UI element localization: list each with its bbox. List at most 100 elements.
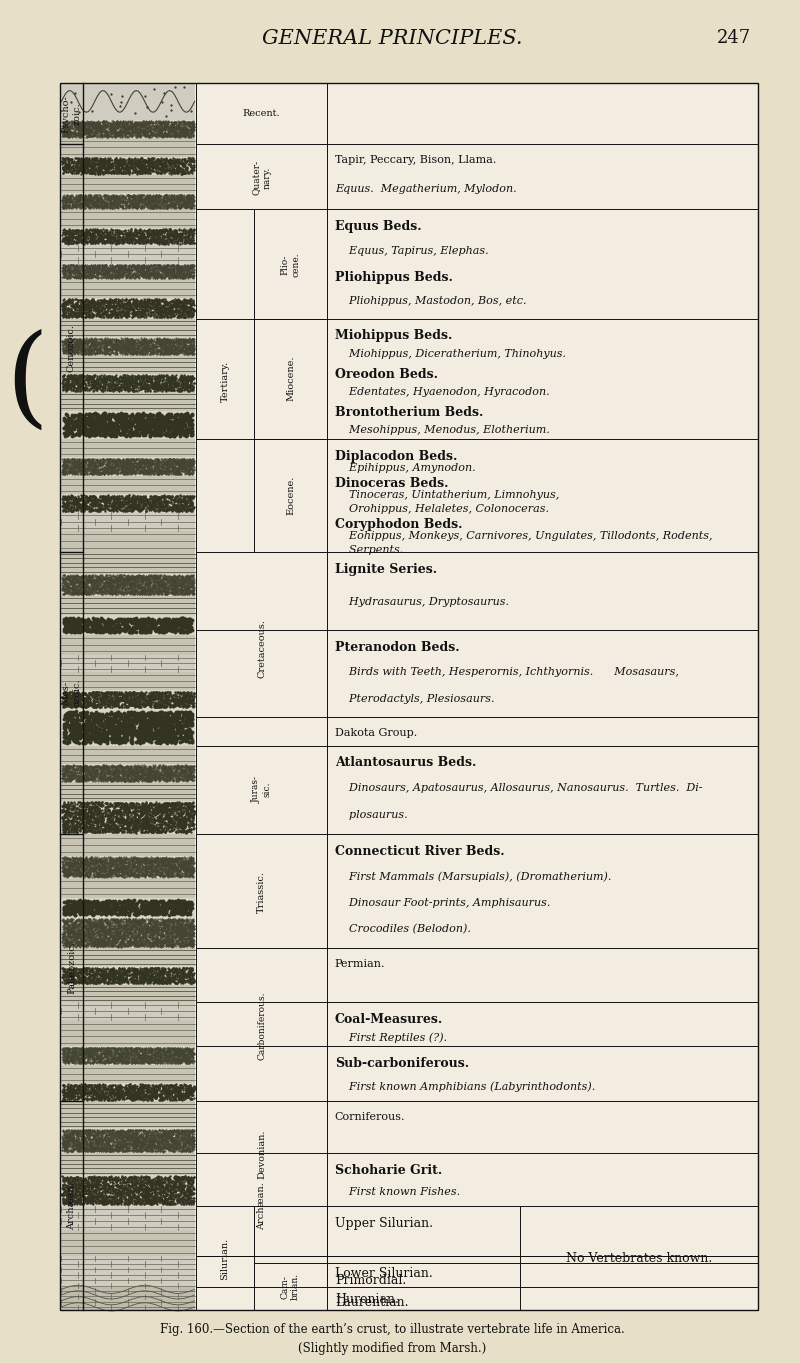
Point xyxy=(75,1037,88,1059)
Point xyxy=(74,414,87,436)
Point xyxy=(150,909,162,931)
Point xyxy=(174,690,186,711)
Point xyxy=(160,328,173,350)
Point xyxy=(181,799,194,821)
Point xyxy=(71,264,84,286)
Point xyxy=(149,258,162,279)
Point xyxy=(57,923,70,945)
Point xyxy=(95,1050,108,1071)
Point xyxy=(104,289,117,311)
Point xyxy=(138,901,151,923)
Point xyxy=(162,804,175,826)
Point xyxy=(130,581,143,602)
Point xyxy=(146,1134,158,1156)
Point xyxy=(121,961,134,983)
Point xyxy=(177,902,190,924)
Point xyxy=(165,611,178,632)
Point xyxy=(130,1124,142,1146)
Point xyxy=(118,857,131,879)
Point xyxy=(134,413,147,435)
Point xyxy=(101,485,114,507)
Point xyxy=(174,1085,187,1107)
Point xyxy=(119,921,132,943)
Point xyxy=(170,342,183,364)
Point xyxy=(119,920,132,942)
Point xyxy=(89,769,102,791)
Point xyxy=(115,154,128,176)
Point xyxy=(106,337,119,358)
Point xyxy=(117,454,130,476)
Point xyxy=(71,448,84,470)
Point xyxy=(102,1131,115,1153)
Point xyxy=(74,255,86,277)
Point xyxy=(88,1138,101,1160)
Point xyxy=(169,189,182,211)
Point xyxy=(78,260,91,282)
Point xyxy=(106,619,118,641)
Point xyxy=(147,849,160,871)
Point xyxy=(56,296,69,318)
Point xyxy=(78,859,90,880)
Point xyxy=(153,292,166,313)
Point xyxy=(110,572,123,594)
Point xyxy=(149,859,162,880)
Point xyxy=(164,488,177,510)
Point xyxy=(131,920,144,942)
Point xyxy=(144,459,157,481)
Point xyxy=(131,863,144,885)
Point xyxy=(185,155,198,177)
Point xyxy=(70,254,83,275)
Point xyxy=(134,1131,146,1153)
Point xyxy=(90,1122,103,1144)
Point xyxy=(149,196,162,218)
Point xyxy=(143,112,156,134)
Point xyxy=(120,1086,133,1108)
Point xyxy=(187,683,200,705)
Point xyxy=(73,574,86,596)
Point xyxy=(176,793,189,815)
Point xyxy=(106,448,119,470)
Point xyxy=(75,1172,88,1194)
Point xyxy=(152,806,165,827)
Point xyxy=(84,450,97,472)
Point xyxy=(185,895,198,917)
Point xyxy=(95,116,108,138)
Point xyxy=(59,1040,72,1062)
Point xyxy=(130,1040,142,1062)
Point xyxy=(91,196,104,218)
Point xyxy=(160,766,173,788)
Point xyxy=(154,582,167,604)
Point xyxy=(185,924,198,946)
Point xyxy=(164,1127,177,1149)
Point xyxy=(102,927,115,949)
Point xyxy=(101,448,114,470)
Point xyxy=(84,296,97,318)
Point xyxy=(103,260,116,282)
Point xyxy=(58,189,71,211)
Point xyxy=(157,578,170,600)
Point xyxy=(158,1180,170,1202)
Point xyxy=(124,266,137,288)
Point xyxy=(123,770,136,792)
Point xyxy=(78,337,90,358)
Point xyxy=(162,726,174,748)
Point xyxy=(146,722,159,744)
Point xyxy=(162,920,174,942)
Point xyxy=(131,912,144,934)
Point xyxy=(104,855,117,876)
Point xyxy=(143,583,156,605)
Point xyxy=(64,1172,77,1194)
Point xyxy=(58,378,71,399)
Point xyxy=(161,158,174,180)
Point xyxy=(99,155,112,177)
Point xyxy=(133,688,146,710)
Point xyxy=(90,930,102,951)
Point xyxy=(174,1037,186,1059)
Point xyxy=(117,159,130,181)
Point xyxy=(61,803,74,825)
Point xyxy=(82,894,94,916)
Point xyxy=(102,293,115,315)
Point xyxy=(138,222,150,244)
Point xyxy=(178,849,191,871)
Point xyxy=(61,818,74,840)
